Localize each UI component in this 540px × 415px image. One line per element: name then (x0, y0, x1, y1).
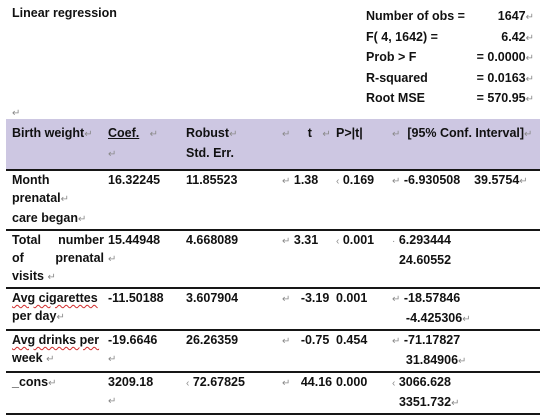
stat-label: F( 4, 1642) = (366, 29, 438, 44)
t-value: ↵ 1.38 (282, 173, 319, 187)
stat-row-rmse: Root MSE = 570.95↵ (366, 88, 538, 109)
conf-interval: ↵ -71.17827 31.84906↵ (392, 333, 467, 367)
stat-row-rsquared: R-squared = 0.0163↵ (366, 68, 538, 89)
table-header-row: Birth weight↵ Coef. ↵ ↵ Robust↵ Std. Err. … (6, 119, 540, 170)
t-value: ↵ -3.19 (282, 291, 330, 305)
p-value: 0.001 (336, 291, 368, 305)
coef-value: 15.44948 ↵ (108, 233, 161, 265)
std-err-value: 11.85523 (186, 173, 238, 187)
row-label: Avg drinks per week ↵ (12, 333, 100, 365)
table-row: Avg drinks per week ↵ -19.6646 ↵ 26.26359 … (6, 330, 540, 372)
stat-label: Root MSE (366, 91, 426, 106)
stat-row-prob: Prob > F = 0.0000↵ (366, 47, 538, 68)
p-value: 0.000 (336, 375, 368, 389)
header-p: P>|t| (336, 126, 363, 140)
std-err-value: 4.668089 (186, 233, 239, 247)
t-value: ↵ 44.16 (282, 375, 333, 389)
coef-value: -11.50188 (108, 291, 164, 305)
std-err-value: ‹ 72.67825 (186, 375, 245, 389)
p-value: ‹ 0.169 (336, 173, 375, 187)
conf-interval: · 6.293444 24.60552 (392, 233, 452, 267)
regression-table: Birth weight↵ Coef. ↵ ↵ Robust↵ Std. Err. … (6, 119, 540, 415)
t-value: ↵ 3.31 (282, 233, 319, 247)
table-row: Avg cigarettes per day↵ -11.50188 3.60790… (6, 288, 540, 330)
paragraph-mark: ↵ (12, 108, 21, 119)
table-row: Total number of prenatal visits ↵ 15.44948… (6, 230, 540, 288)
stat-row-f: F( 4, 1642) = 6.42↵ (366, 27, 538, 48)
std-err-value: 3.607904 (186, 291, 239, 305)
row-label: _cons↵ (12, 375, 57, 389)
table-row: _cons↵ 3209.18 ↵ ‹ 72.67825 ↵ 44.16 0.000… (6, 372, 540, 414)
row-label: Total number of prenatal visits ↵ (12, 233, 104, 283)
stat-value: 1647↵ (497, 9, 534, 23)
regression-stats: Number of obs = 1647↵ F( 4, 1642) = 6.42… (366, 6, 538, 109)
coef-value: 16.32245 (108, 173, 161, 187)
header-coef: Coef. ↵ ↵ (108, 126, 159, 160)
t-value: ↵ -0.75 (282, 333, 330, 347)
stat-value: = 570.95↵ (476, 91, 534, 106)
table-row: Month prenatal↵ care began↵ 16.32245 11.85… (6, 170, 540, 230)
header-robust-std-err: Robust↵ Std. Err. (186, 126, 238, 160)
p-value: ‹ 0.001 (336, 233, 375, 247)
coef-value: -19.6646 ↵ (108, 333, 158, 365)
stat-value: 6.42↵ (501, 29, 534, 44)
conf-interval: ‹ 3066.628 3351.732↵ (392, 375, 460, 409)
header-birth-weight: Birth weight↵ (12, 126, 93, 140)
stat-label: R-squared (366, 70, 428, 85)
stat-label: Number of obs = (366, 9, 465, 23)
conf-interval: ↵ -6.930508 39.5754↵ (392, 173, 528, 187)
stat-label: Prob > F (366, 50, 417, 65)
std-err-value: 26.26359 (186, 333, 239, 347)
stat-value: = 0.0000↵ (476, 50, 534, 65)
header-t: ↵ t ↵ (282, 126, 331, 140)
p-value: 0.454 (336, 333, 368, 347)
document-title: Linear regression (12, 6, 117, 20)
header-conf-interval: ↵ [95% Conf. Interval]↵ (392, 126, 533, 140)
stat-row-obs: Number of obs = 1647↵ (366, 6, 538, 27)
row-label: Avg cigarettes per day↵ (12, 291, 98, 323)
conf-interval: ↵ -18.57846 -4.425306↵ (392, 291, 471, 325)
stat-value: = 0.0163↵ (476, 70, 534, 85)
coef-value: 3209.18 ↵ (108, 375, 154, 407)
row-label: Month prenatal↵ care began↵ (12, 173, 87, 225)
